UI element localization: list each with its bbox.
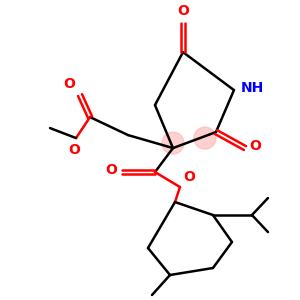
Text: O: O [68, 143, 80, 157]
Text: O: O [249, 139, 261, 153]
Text: O: O [177, 4, 189, 18]
Text: O: O [105, 163, 117, 177]
Circle shape [194, 127, 216, 149]
Text: O: O [183, 170, 195, 184]
Text: O: O [63, 77, 75, 91]
Text: NH: NH [241, 81, 264, 95]
Circle shape [162, 132, 184, 154]
